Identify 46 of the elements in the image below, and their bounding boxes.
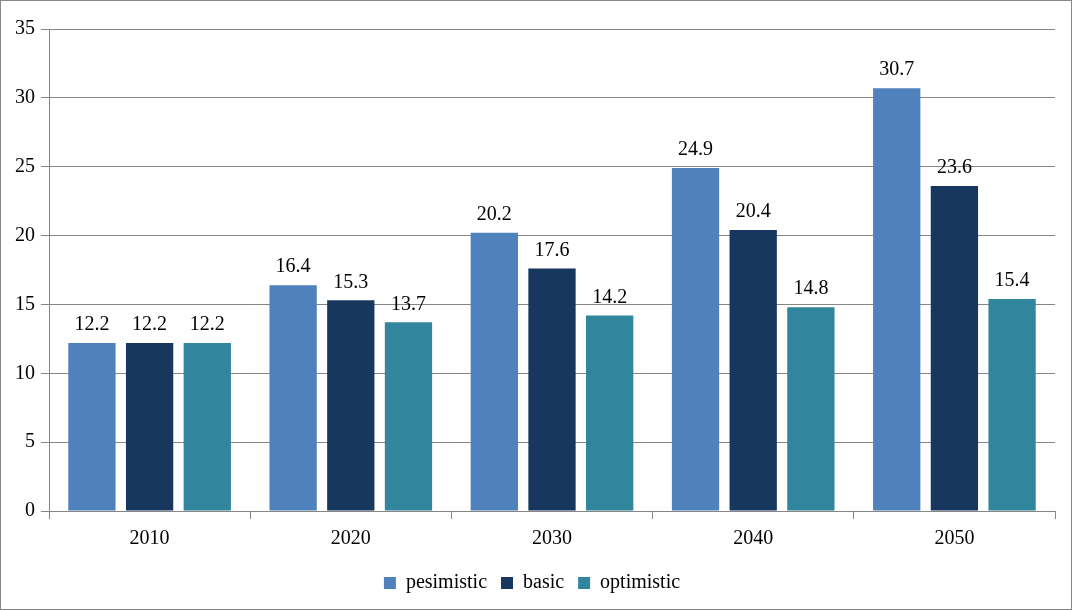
y-tick-label: 0 bbox=[25, 498, 35, 521]
data-label: 16.4 bbox=[275, 254, 311, 277]
data-label: 15.3 bbox=[333, 269, 369, 292]
x-tick-label: 2010 bbox=[129, 526, 170, 549]
data-label: 20.2 bbox=[476, 202, 512, 225]
data-label: 12.2 bbox=[189, 312, 225, 335]
bar bbox=[470, 232, 518, 511]
x-tick-label: 2040 bbox=[733, 526, 774, 549]
bar bbox=[671, 168, 720, 511]
bar bbox=[183, 342, 231, 511]
bar bbox=[269, 285, 317, 511]
y-tick-label: 5 bbox=[25, 429, 35, 452]
data-label: 30.7 bbox=[879, 57, 915, 80]
bar bbox=[873, 88, 921, 511]
data-label: 14.8 bbox=[793, 276, 829, 299]
bar bbox=[729, 230, 777, 511]
y-tick-label: 15 bbox=[15, 291, 35, 314]
y-tick-label: 35 bbox=[15, 16, 35, 39]
y-tick-label: 10 bbox=[15, 360, 35, 383]
data-label: 12.2 bbox=[132, 312, 168, 335]
legend-label: pesimistic bbox=[405, 570, 488, 594]
y-tick-label: 20 bbox=[15, 222, 35, 245]
bar bbox=[384, 322, 433, 511]
data-label: 20.4 bbox=[735, 199, 771, 222]
y-tick-label: 30 bbox=[15, 85, 35, 108]
data-label: 12.2 bbox=[74, 312, 110, 335]
bar bbox=[125, 342, 174, 511]
data-label: 13.7 bbox=[390, 291, 426, 314]
bar bbox=[988, 298, 1036, 511]
bar bbox=[68, 342, 116, 511]
x-tick-label: 2050 bbox=[934, 526, 975, 549]
bar bbox=[930, 185, 979, 511]
bar bbox=[586, 315, 634, 511]
bar bbox=[787, 307, 835, 511]
data-label: 24.9 bbox=[678, 137, 714, 160]
legend-label: basic bbox=[523, 570, 565, 593]
legend-label: optimistic bbox=[600, 570, 681, 594]
data-label: 14.2 bbox=[592, 284, 628, 307]
x-tick-label: 2030 bbox=[532, 526, 572, 549]
bar bbox=[327, 300, 375, 511]
data-label: 15.4 bbox=[994, 268, 1030, 291]
bar bbox=[528, 268, 576, 511]
y-tick-label: 25 bbox=[15, 153, 35, 176]
data-label: 23.6 bbox=[936, 155, 972, 178]
x-tick-label: 2020 bbox=[330, 526, 371, 549]
data-label: 17.6 bbox=[534, 237, 570, 260]
